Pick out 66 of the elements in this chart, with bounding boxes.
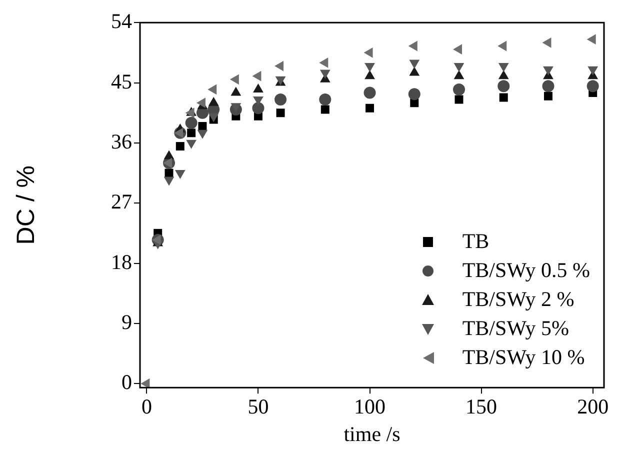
point bbox=[174, 128, 184, 138]
point bbox=[364, 47, 373, 58]
x-tick-label: 50 bbox=[248, 394, 269, 419]
point bbox=[543, 66, 554, 76]
point bbox=[320, 70, 330, 79]
point bbox=[197, 130, 208, 139]
point bbox=[252, 102, 264, 114]
point bbox=[185, 108, 194, 118]
point bbox=[499, 93, 508, 102]
point bbox=[364, 70, 375, 80]
point bbox=[320, 105, 330, 114]
x-axis-title: time /s bbox=[344, 422, 400, 446]
point bbox=[364, 86, 376, 99]
point bbox=[586, 34, 596, 45]
y-tick-label: 54 bbox=[111, 9, 132, 34]
point bbox=[276, 108, 285, 118]
x-tick-label: 0 bbox=[141, 394, 152, 419]
point bbox=[274, 60, 284, 72]
point bbox=[208, 84, 217, 95]
point bbox=[498, 70, 509, 80]
y-tick-label: 9 bbox=[122, 310, 132, 334]
y-tick-label: 36 bbox=[111, 129, 132, 154]
point bbox=[408, 40, 418, 52]
y-tick-label: 0 bbox=[122, 370, 132, 394]
y-tick-label: 45 bbox=[111, 69, 132, 94]
point bbox=[319, 58, 328, 68]
legend-label: TB bbox=[462, 229, 490, 254]
point bbox=[366, 104, 374, 112]
y-tick-label: 18 bbox=[111, 250, 132, 274]
point bbox=[453, 44, 462, 55]
y-axis-title: DC / % bbox=[12, 166, 40, 245]
point bbox=[163, 158, 172, 168]
point bbox=[230, 74, 239, 85]
point bbox=[542, 37, 552, 48]
point bbox=[544, 92, 552, 100]
legend-label: TB/SWy 0.5 % bbox=[462, 258, 590, 283]
point bbox=[140, 378, 150, 388]
point bbox=[454, 95, 464, 104]
point bbox=[588, 66, 598, 76]
point bbox=[186, 140, 197, 149]
point bbox=[152, 234, 161, 246]
point bbox=[274, 93, 287, 106]
point bbox=[252, 70, 262, 82]
point bbox=[176, 142, 184, 151]
point bbox=[187, 128, 196, 138]
point bbox=[453, 83, 465, 96]
x-tick-label: 200 bbox=[577, 394, 609, 419]
legend-label: TB/SWy 5% bbox=[462, 316, 569, 341]
point bbox=[185, 116, 198, 129]
y-tick-label: 27 bbox=[111, 190, 132, 214]
point bbox=[196, 98, 206, 108]
x-tick-label: 150 bbox=[466, 394, 498, 419]
point bbox=[198, 122, 207, 130]
point bbox=[164, 150, 174, 160]
point bbox=[542, 80, 554, 92]
point bbox=[454, 70, 464, 80]
point bbox=[586, 80, 599, 92]
legend-label: TB/SWy 10 % bbox=[462, 345, 585, 370]
point bbox=[498, 40, 507, 52]
point bbox=[319, 93, 332, 106]
point bbox=[498, 80, 510, 92]
point bbox=[409, 60, 420, 69]
point bbox=[253, 96, 264, 106]
point bbox=[408, 88, 420, 100]
legend-label: TB/SWy 2 % bbox=[462, 287, 574, 312]
x-tick-label: 100 bbox=[354, 394, 386, 419]
